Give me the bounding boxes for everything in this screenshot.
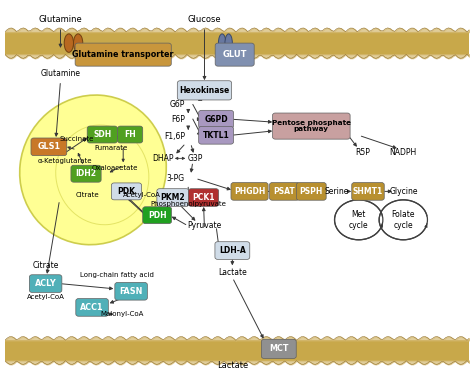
Text: PDK: PDK bbox=[118, 187, 136, 196]
FancyBboxPatch shape bbox=[31, 138, 67, 156]
Text: GLUT: GLUT bbox=[222, 50, 247, 59]
Text: F6P: F6P bbox=[171, 115, 185, 123]
FancyBboxPatch shape bbox=[143, 207, 172, 224]
Text: Glutamine transporter: Glutamine transporter bbox=[73, 50, 174, 59]
Ellipse shape bbox=[64, 34, 73, 52]
Text: 3-PG: 3-PG bbox=[167, 174, 185, 183]
Text: PSPH: PSPH bbox=[300, 187, 323, 196]
FancyBboxPatch shape bbox=[5, 340, 469, 361]
FancyBboxPatch shape bbox=[71, 165, 101, 182]
FancyBboxPatch shape bbox=[5, 32, 469, 54]
Text: Glycine: Glycine bbox=[390, 187, 419, 196]
FancyBboxPatch shape bbox=[29, 275, 62, 292]
Text: PHGDH: PHGDH bbox=[234, 187, 265, 196]
Text: Folate
cycle: Folate cycle bbox=[392, 210, 415, 230]
FancyBboxPatch shape bbox=[75, 43, 171, 66]
Text: ACC1: ACC1 bbox=[80, 303, 104, 312]
Text: Long-chain fatty acid: Long-chain fatty acid bbox=[80, 272, 154, 278]
Ellipse shape bbox=[225, 34, 232, 52]
Text: GLS1: GLS1 bbox=[37, 142, 60, 151]
Text: ACLY: ACLY bbox=[35, 279, 56, 288]
FancyBboxPatch shape bbox=[199, 127, 234, 144]
FancyBboxPatch shape bbox=[231, 183, 268, 200]
FancyBboxPatch shape bbox=[111, 183, 142, 200]
Text: Serine: Serine bbox=[325, 187, 349, 196]
FancyBboxPatch shape bbox=[118, 126, 143, 143]
Text: SDH: SDH bbox=[93, 130, 111, 139]
Text: MCT: MCT bbox=[269, 345, 289, 354]
FancyBboxPatch shape bbox=[215, 43, 254, 66]
Text: TKTL1: TKTL1 bbox=[203, 131, 229, 140]
Text: Malonyl-CoA: Malonyl-CoA bbox=[100, 311, 144, 317]
FancyBboxPatch shape bbox=[157, 189, 189, 206]
Text: NADPH: NADPH bbox=[390, 149, 417, 158]
Ellipse shape bbox=[56, 125, 149, 225]
FancyBboxPatch shape bbox=[115, 283, 147, 300]
Text: IDH2: IDH2 bbox=[75, 169, 97, 178]
Text: Pyruvate: Pyruvate bbox=[187, 221, 222, 230]
Text: Acetyl-CoA: Acetyl-CoA bbox=[27, 294, 64, 299]
Text: Citrate: Citrate bbox=[76, 192, 99, 198]
Text: Citrate: Citrate bbox=[32, 261, 59, 270]
FancyBboxPatch shape bbox=[352, 183, 384, 200]
FancyBboxPatch shape bbox=[76, 299, 109, 316]
Text: Acetyl-CoA: Acetyl-CoA bbox=[123, 192, 161, 198]
FancyBboxPatch shape bbox=[261, 339, 296, 359]
Text: G3P: G3P bbox=[188, 154, 203, 163]
Text: PCK1: PCK1 bbox=[192, 193, 215, 202]
Text: R5P: R5P bbox=[355, 149, 370, 158]
Text: Glutamine: Glutamine bbox=[40, 69, 81, 78]
Text: DHAP: DHAP bbox=[152, 154, 173, 163]
Text: LDH-A: LDH-A bbox=[219, 246, 246, 255]
FancyBboxPatch shape bbox=[87, 126, 118, 143]
Text: Succinate: Succinate bbox=[60, 136, 94, 142]
Text: FH: FH bbox=[124, 130, 136, 139]
Text: Phosphoenolpyruvate: Phosphoenolpyruvate bbox=[150, 201, 226, 207]
Text: Met
cycle: Met cycle bbox=[349, 210, 368, 230]
Text: α-Ketoglutarate: α-Ketoglutarate bbox=[38, 158, 92, 163]
Text: Glucose: Glucose bbox=[188, 15, 221, 24]
Text: Lactate: Lactate bbox=[218, 268, 247, 277]
Text: PDH: PDH bbox=[148, 211, 166, 220]
FancyBboxPatch shape bbox=[189, 189, 219, 206]
Text: PSAT: PSAT bbox=[273, 187, 295, 196]
Text: Fumarate: Fumarate bbox=[94, 145, 128, 151]
FancyBboxPatch shape bbox=[296, 183, 326, 200]
Text: Hexokinase: Hexokinase bbox=[179, 86, 229, 95]
FancyBboxPatch shape bbox=[273, 113, 350, 139]
Ellipse shape bbox=[73, 34, 83, 52]
Text: G6P: G6P bbox=[170, 100, 185, 109]
Text: Lactate: Lactate bbox=[217, 361, 248, 370]
Text: SHMT1: SHMT1 bbox=[353, 187, 383, 196]
Text: F1,6P: F1,6P bbox=[164, 132, 185, 141]
Text: FASN: FASN bbox=[119, 287, 143, 296]
Ellipse shape bbox=[219, 34, 226, 52]
Ellipse shape bbox=[20, 95, 166, 245]
Text: Pentose phosphate
pathway: Pentose phosphate pathway bbox=[272, 120, 351, 132]
FancyBboxPatch shape bbox=[199, 110, 234, 128]
Text: PKM2: PKM2 bbox=[161, 193, 185, 202]
Text: Oxaloacetate: Oxaloacetate bbox=[92, 165, 138, 171]
FancyBboxPatch shape bbox=[177, 81, 232, 100]
FancyBboxPatch shape bbox=[270, 183, 299, 200]
Text: Glutamine: Glutamine bbox=[38, 15, 82, 24]
FancyBboxPatch shape bbox=[215, 242, 250, 260]
Text: G6PD: G6PD bbox=[204, 115, 228, 123]
